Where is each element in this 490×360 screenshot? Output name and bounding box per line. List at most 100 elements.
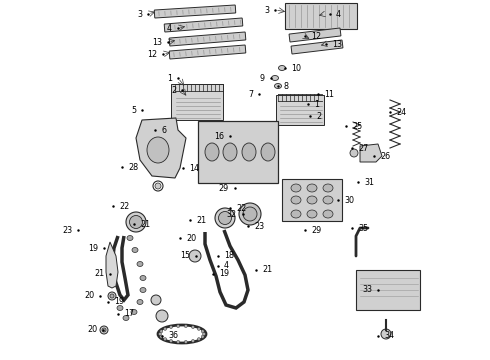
Ellipse shape — [323, 184, 333, 192]
Text: 9: 9 — [260, 73, 265, 82]
Text: 8: 8 — [284, 81, 289, 90]
Ellipse shape — [261, 143, 275, 161]
Text: 20: 20 — [186, 234, 196, 243]
Ellipse shape — [147, 137, 169, 163]
Bar — [171, 84, 223, 120]
Ellipse shape — [156, 310, 168, 322]
Text: 32: 32 — [227, 210, 237, 219]
FancyBboxPatch shape — [291, 40, 343, 54]
Text: 21: 21 — [196, 216, 206, 225]
Ellipse shape — [307, 196, 317, 204]
Ellipse shape — [215, 208, 235, 228]
Text: 13: 13 — [152, 37, 162, 46]
Ellipse shape — [110, 294, 114, 298]
Ellipse shape — [197, 338, 200, 341]
Text: 36: 36 — [168, 332, 178, 341]
Bar — [282, 179, 342, 221]
Ellipse shape — [201, 330, 204, 333]
Ellipse shape — [170, 325, 172, 329]
Text: 6: 6 — [161, 126, 166, 135]
Ellipse shape — [108, 292, 116, 300]
Text: 20: 20 — [84, 292, 94, 301]
Ellipse shape — [291, 210, 301, 218]
Ellipse shape — [131, 310, 137, 315]
Text: 4: 4 — [167, 23, 172, 32]
Ellipse shape — [239, 203, 261, 225]
Ellipse shape — [243, 207, 257, 221]
Text: 4: 4 — [336, 9, 341, 18]
Ellipse shape — [205, 143, 219, 161]
Ellipse shape — [127, 235, 133, 240]
Ellipse shape — [164, 338, 167, 341]
Text: 26: 26 — [380, 152, 390, 161]
Text: 21: 21 — [94, 270, 104, 279]
Bar — [285, 3, 357, 29]
Text: 33: 33 — [362, 285, 372, 294]
Polygon shape — [360, 144, 382, 162]
Text: 24: 24 — [396, 108, 406, 117]
Text: 27: 27 — [358, 144, 368, 153]
Ellipse shape — [158, 333, 162, 336]
Text: 3: 3 — [137, 9, 142, 18]
Text: 29: 29 — [311, 225, 321, 234]
Polygon shape — [106, 242, 118, 288]
Ellipse shape — [140, 275, 146, 280]
Text: 2: 2 — [316, 112, 321, 121]
Text: 19: 19 — [219, 270, 229, 279]
Ellipse shape — [271, 76, 278, 81]
Ellipse shape — [278, 66, 286, 71]
Ellipse shape — [291, 184, 301, 192]
FancyBboxPatch shape — [289, 28, 341, 42]
Text: 23: 23 — [254, 221, 264, 230]
FancyBboxPatch shape — [154, 5, 236, 18]
Text: 3: 3 — [264, 5, 269, 14]
Text: 12: 12 — [147, 50, 157, 59]
Ellipse shape — [151, 295, 161, 305]
Ellipse shape — [177, 325, 180, 328]
Text: 1: 1 — [314, 99, 319, 108]
Ellipse shape — [219, 212, 231, 225]
Text: 15: 15 — [180, 252, 190, 261]
Ellipse shape — [102, 328, 106, 332]
Ellipse shape — [137, 300, 143, 305]
Text: 11: 11 — [324, 90, 334, 99]
Text: 29: 29 — [219, 184, 229, 193]
Ellipse shape — [307, 184, 317, 192]
Text: 20: 20 — [87, 325, 97, 334]
Bar — [198, 121, 278, 183]
Ellipse shape — [242, 143, 256, 161]
Text: 7: 7 — [248, 90, 253, 99]
Ellipse shape — [189, 250, 201, 262]
Text: 21: 21 — [140, 220, 150, 229]
Ellipse shape — [192, 339, 195, 342]
Ellipse shape — [140, 288, 146, 292]
Ellipse shape — [123, 315, 129, 320]
Ellipse shape — [100, 326, 108, 334]
Ellipse shape — [197, 327, 200, 330]
Ellipse shape — [202, 333, 205, 336]
Ellipse shape — [160, 335, 163, 338]
Ellipse shape — [323, 196, 333, 204]
Ellipse shape — [184, 325, 187, 328]
Ellipse shape — [274, 84, 281, 89]
Text: 25: 25 — [352, 122, 362, 131]
Ellipse shape — [184, 340, 187, 343]
Ellipse shape — [170, 339, 172, 342]
Text: 12: 12 — [311, 32, 321, 41]
Ellipse shape — [117, 306, 123, 310]
Text: 31: 31 — [364, 177, 374, 186]
Text: 30: 30 — [344, 195, 354, 204]
Ellipse shape — [126, 212, 146, 232]
FancyBboxPatch shape — [169, 45, 246, 59]
Text: 5: 5 — [131, 105, 136, 114]
Ellipse shape — [155, 183, 161, 189]
Polygon shape — [136, 118, 186, 178]
Ellipse shape — [201, 335, 204, 338]
Ellipse shape — [192, 325, 195, 329]
Text: 35: 35 — [358, 224, 368, 233]
Text: 23: 23 — [62, 225, 72, 234]
Text: 28: 28 — [128, 162, 138, 171]
Text: 10: 10 — [291, 63, 301, 72]
Text: 34: 34 — [384, 332, 394, 341]
Text: 13: 13 — [332, 40, 342, 49]
